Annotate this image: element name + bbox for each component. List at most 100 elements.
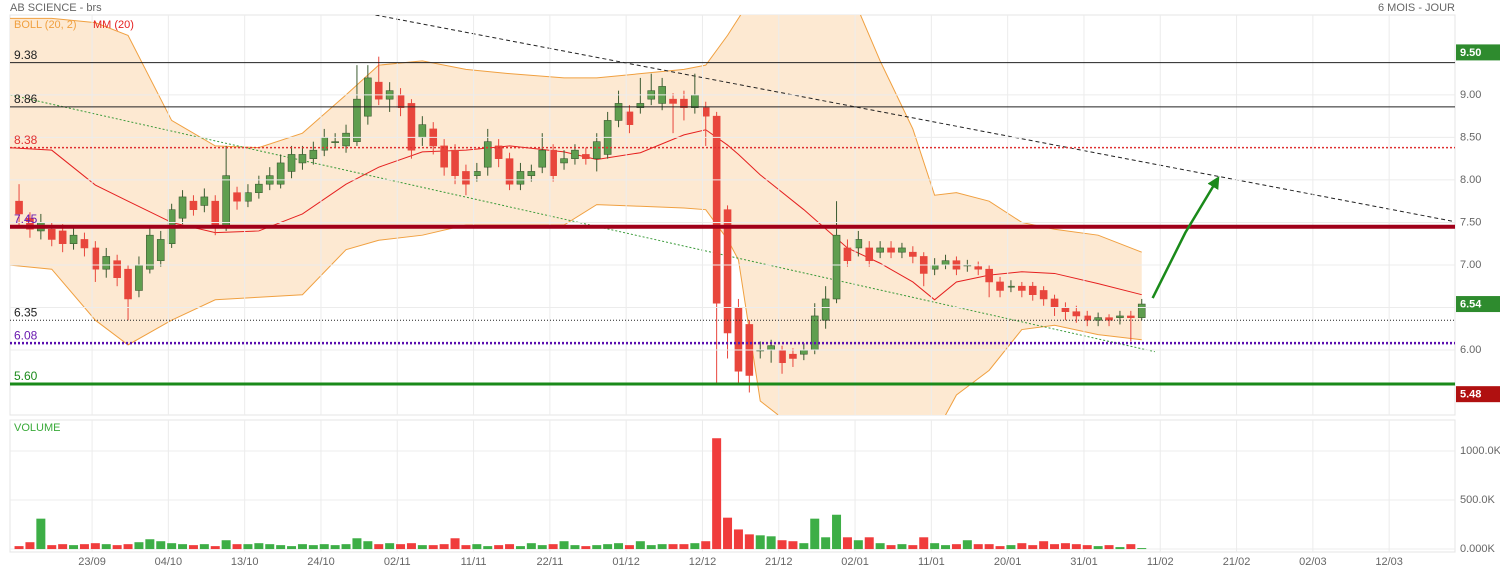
volume-bar — [472, 544, 482, 550]
y-tick-label: 0.000K — [1460, 543, 1496, 555]
candle-body — [734, 307, 743, 372]
price-tag — [1456, 44, 1500, 61]
candle-body — [821, 298, 830, 321]
candle-body — [1007, 285, 1015, 288]
volume-bar — [232, 544, 242, 550]
y-tick-label: 8.50 — [1460, 131, 1481, 143]
volume-bar — [537, 545, 547, 550]
candle-body — [298, 154, 307, 164]
candle-body — [789, 353, 797, 359]
volume-bar — [396, 544, 406, 550]
candle-body — [592, 141, 601, 159]
level-label: 6.35 — [14, 305, 38, 319]
candle-body — [178, 196, 187, 219]
volume-bar — [842, 537, 852, 550]
volume-bar — [821, 537, 831, 550]
candle-body — [407, 103, 416, 151]
x-tick-label: 11/11 — [461, 556, 487, 568]
volume-bar — [832, 514, 842, 550]
moving-average — [10, 129, 1142, 301]
candle-body — [1018, 285, 1026, 291]
volume-bar — [559, 541, 569, 550]
candle-body — [898, 247, 906, 253]
volume-bar — [941, 545, 951, 550]
volume-bar — [908, 545, 918, 550]
volume-bar — [341, 544, 351, 550]
candle-body — [778, 349, 786, 364]
volume-bar — [570, 545, 580, 550]
volume-bar — [1093, 546, 1103, 550]
x-tick-label: 02/03 — [1299, 556, 1327, 568]
volume-bar — [36, 518, 46, 550]
level-label: 6.08 — [14, 328, 38, 342]
volume-bar — [1104, 545, 1114, 550]
volume-bar — [668, 544, 678, 550]
volume-bar — [276, 545, 286, 550]
volume-bar — [766, 536, 776, 550]
volume-bar — [930, 543, 940, 550]
candle-body — [1127, 315, 1135, 318]
bollinger-lower — [10, 204, 1142, 415]
volume-bar — [614, 543, 624, 550]
candle-body — [124, 268, 132, 300]
candle-body — [909, 251, 917, 257]
candle-body — [712, 115, 721, 304]
candle-body — [353, 98, 361, 142]
candle-body — [571, 149, 579, 159]
arrow — [1151, 176, 1220, 299]
volume-bar — [603, 544, 613, 550]
level-label: 8.38 — [14, 133, 38, 147]
candle-body — [854, 239, 863, 249]
volume-bar — [1115, 547, 1125, 550]
volume-bar — [723, 517, 733, 550]
candle-body — [527, 171, 536, 176]
candle-body — [1094, 317, 1102, 321]
volume-bar — [799, 543, 809, 550]
volume-bar — [243, 544, 253, 550]
candle-body — [1039, 290, 1048, 300]
volume-bar — [1006, 545, 1016, 550]
bollinger-fill — [10, 15, 1142, 415]
bollinger-upper — [10, 15, 1142, 253]
candle-body — [222, 175, 230, 227]
legend-entry: MM (20) — [93, 19, 134, 31]
x-tick-label: 11/01 — [918, 556, 945, 568]
candle-body — [723, 209, 732, 334]
volume-bar — [712, 438, 722, 550]
candle-body — [146, 234, 154, 270]
volume-bar — [352, 538, 362, 550]
volume-bar — [690, 543, 700, 550]
volume-bar — [461, 545, 471, 550]
candle-body — [876, 247, 884, 253]
volume-bar — [47, 545, 57, 550]
x-tick-label: 31/01 — [1070, 556, 1098, 568]
volume-bar — [864, 537, 874, 550]
volume-bar — [919, 537, 929, 550]
volume-bar — [428, 545, 438, 550]
candle-body — [549, 149, 557, 176]
candle-body — [560, 158, 568, 164]
volume-bar — [515, 546, 525, 550]
candle-body — [1072, 311, 1081, 317]
chart-subtitle: 6 MOIS - JOUR — [1378, 2, 1455, 14]
candle-body — [865, 247, 874, 261]
price-plot — [10, 15, 1455, 415]
x-tick-label: 02/11 — [384, 556, 411, 568]
volume-bar — [592, 545, 602, 550]
volume-bar — [156, 541, 166, 550]
volume-bar — [679, 544, 689, 550]
volume-bar — [646, 545, 656, 550]
volume-bar — [897, 544, 907, 550]
candle-body — [47, 228, 56, 240]
chart-title: AB SCIENCE - brs — [10, 2, 102, 14]
volume-panel — [9, 419, 1456, 553]
y-tick-label: 500.0K — [1460, 494, 1496, 506]
price-tag-label: 9.50 — [1460, 47, 1481, 59]
y-tick-label: 6.00 — [1460, 344, 1481, 356]
candle-body — [473, 171, 481, 176]
volume-bar — [210, 546, 220, 550]
volume-bar — [101, 544, 111, 550]
candle-body — [1083, 315, 1092, 321]
y-tick-label: 7.00 — [1460, 259, 1481, 271]
candle-body — [701, 107, 710, 117]
